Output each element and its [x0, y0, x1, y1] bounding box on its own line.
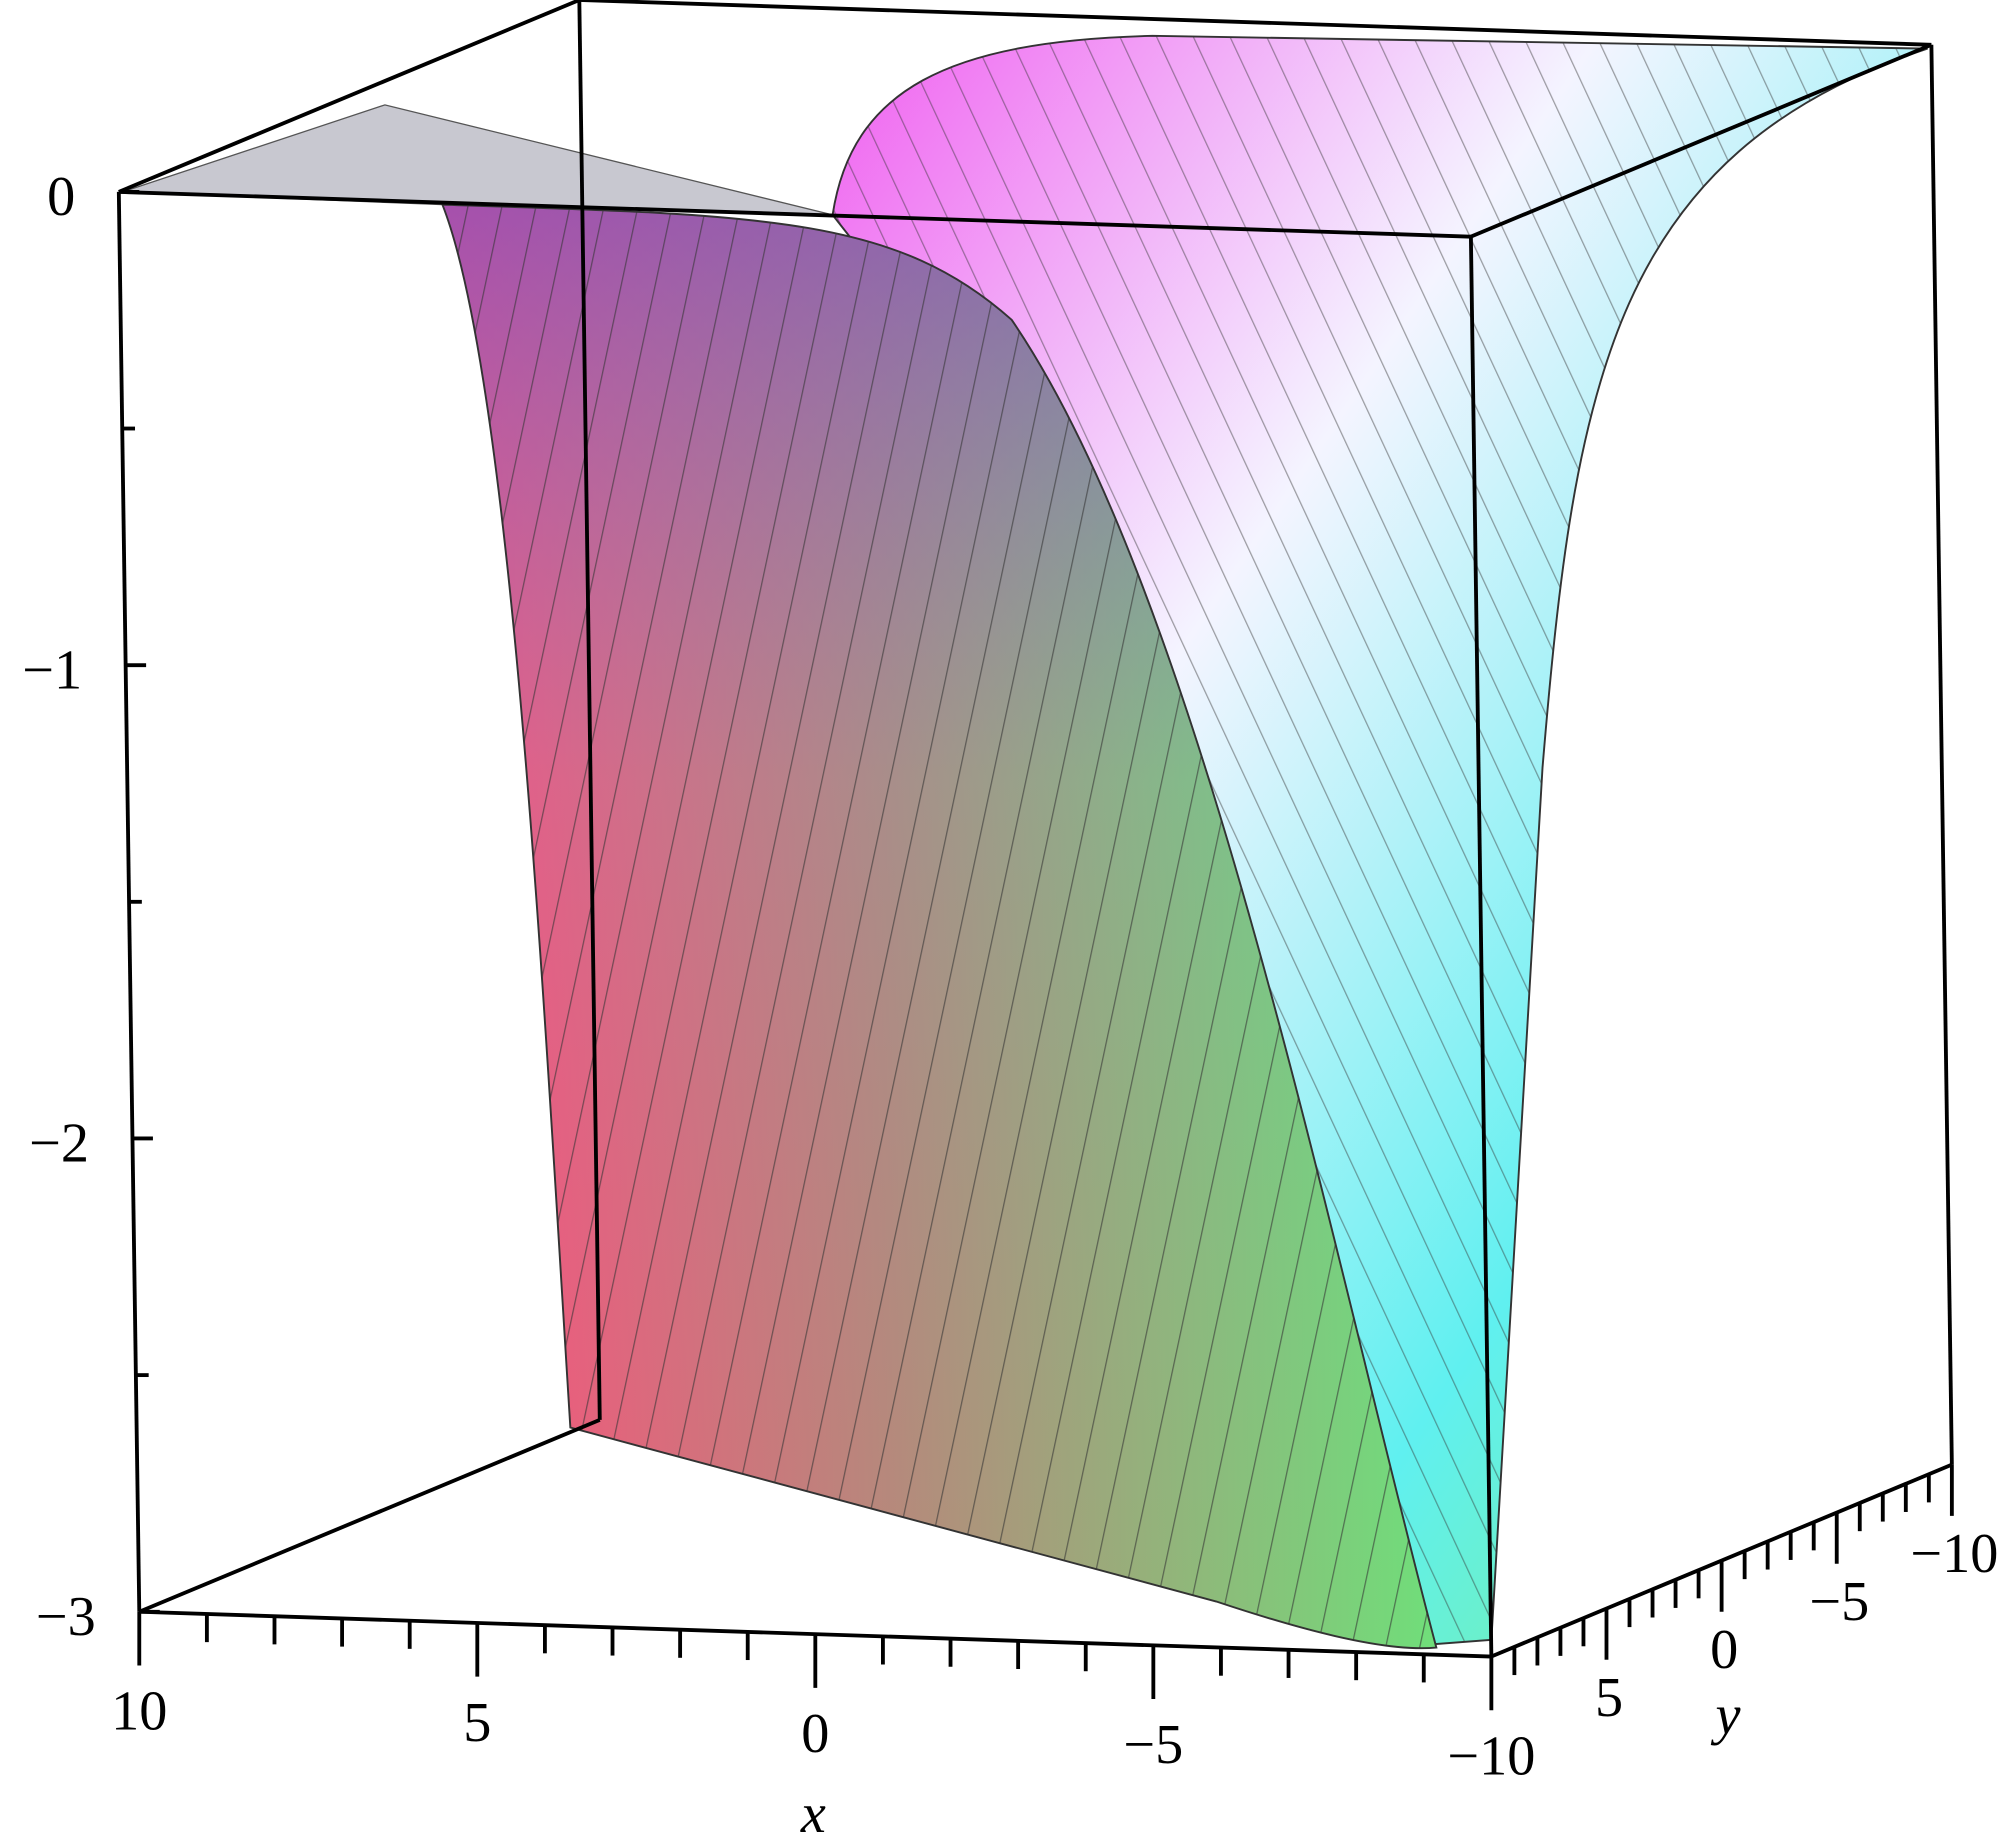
z-tick-label: −1 — [22, 639, 82, 701]
surface-flat-top — [122, 104, 833, 216]
z-tick-label: −3 — [36, 1586, 96, 1648]
x-tick-label: 0 — [801, 1703, 829, 1765]
y-tick-label: 0 — [1710, 1619, 1738, 1681]
y-tick-label: −10 — [1910, 1523, 1998, 1585]
box-edge — [1929, 44, 1954, 1465]
surface-front-mesh — [441, 203, 1438, 1650]
box-edge — [138, 1418, 601, 1614]
box-edge — [1470, 42, 1933, 239]
y-tick-label: −5 — [1809, 1571, 1869, 1633]
x-tick-label: 10 — [111, 1681, 167, 1743]
box-edge — [118, 189, 1471, 239]
bounding-box — [116, 0, 1954, 1659]
box-edge — [1468, 236, 1494, 1657]
z-tick-label: 0 — [47, 166, 75, 228]
surface — [122, 34, 1928, 1650]
x-axis-label: x — [800, 1783, 826, 1842]
box-edge — [577, 0, 602, 1420]
z-tick-label: −2 — [29, 1113, 89, 1175]
box-edge — [579, 0, 1932, 47]
x-tick-label: 5 — [463, 1692, 491, 1754]
x-tick-label: −5 — [1123, 1714, 1183, 1776]
box-edge — [118, 0, 581, 194]
x-tick-label: −10 — [1447, 1725, 1535, 1787]
y-axis-label: y — [1711, 1684, 1741, 1746]
y-tick-label: 5 — [1595, 1667, 1623, 1729]
